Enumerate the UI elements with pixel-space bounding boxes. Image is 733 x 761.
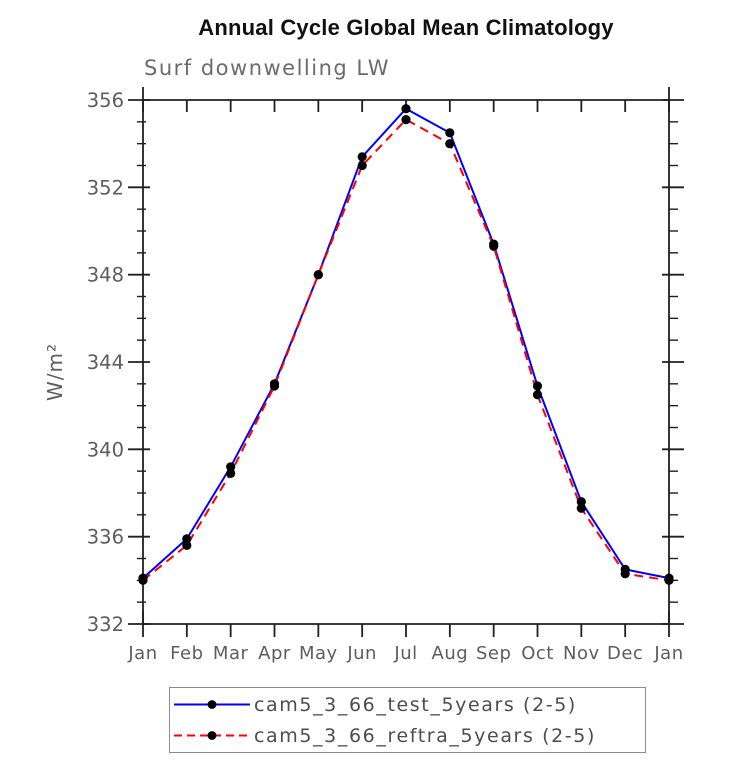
x-tick-label: May — [299, 643, 338, 664]
legend-item-reftra: cam5_3_66_reftra_5years (2-5) — [173, 720, 645, 751]
data-point-marker — [357, 152, 367, 162]
data-point-marker — [357, 160, 367, 171]
data-point-marker — [532, 381, 543, 391]
x-tick-label: Jan — [127, 643, 157, 664]
y-major-ticks — [128, 99, 684, 625]
y-axis-title: W/m² — [43, 343, 67, 401]
x-ticks — [142, 87, 670, 637]
data-point-marker — [269, 381, 280, 391]
y-tick-label: 332 — [87, 613, 124, 636]
y-minor-ticks — [137, 121, 678, 603]
legend-label-reftra: cam5_3_66_reftra_5years (2-5) — [254, 724, 596, 747]
y-tick-labels: 332 336 340 344 348 352 356 — [87, 89, 124, 636]
data-point-markers — [138, 104, 674, 585]
data-point-marker — [532, 390, 543, 400]
chart-title: Annual Cycle Global Mean Climatology — [198, 15, 614, 40]
legend-sample-marker — [207, 731, 217, 740]
x-tick-label: Aug — [432, 643, 469, 664]
data-point-marker — [576, 497, 586, 507]
data-point-marker — [182, 540, 192, 551]
legend-line-sample-dashed — [174, 731, 250, 740]
y-tick-label: 340 — [87, 438, 124, 461]
chart-subtitle: Surf downwelling LW — [144, 56, 390, 80]
data-point-marker — [445, 139, 455, 149]
data-point-marker — [313, 270, 323, 280]
legend-line-sample-solid — [174, 700, 250, 709]
legend-box: cam5_3_66_test_5years (2-5) cam5_3_66_re… — [169, 687, 646, 753]
series-line-reftra — [142, 118, 670, 582]
y-tick-label: 352 — [87, 176, 124, 199]
x-tick-label: Jul — [393, 643, 417, 664]
data-point-marker — [664, 575, 674, 585]
legend-label-test: cam5_3_66_test_5years (2-5) — [254, 693, 577, 716]
data-point-marker — [620, 569, 630, 579]
data-point-marker — [226, 462, 236, 472]
data-point-marker — [401, 104, 411, 114]
x-tick-labels: Jan Feb Mar Apr May Jun Jul Aug Sep Oct Nov Dec Jan — [127, 643, 683, 664]
x-tick-label: Oct — [521, 643, 554, 664]
data-point-marker — [401, 115, 411, 125]
legend-sample-marker — [207, 700, 217, 709]
legend-item-test: cam5_3_66_test_5years (2-5) — [173, 689, 645, 720]
x-tick-label: Jan — [653, 643, 683, 664]
data-point-marker — [226, 468, 236, 478]
axes-frame — [142, 99, 670, 625]
series-line-test — [142, 107, 670, 580]
data-point-marker — [445, 128, 455, 138]
x-tick-label: Jun — [346, 643, 377, 664]
x-tick-label: Feb — [170, 643, 203, 664]
x-tick-label: Dec — [607, 643, 643, 664]
data-point-marker — [489, 241, 499, 251]
x-tick-label: Mar — [213, 643, 249, 664]
x-tick-label: Apr — [258, 643, 291, 664]
data-point-marker — [576, 503, 586, 513]
x-tick-label: Nov — [563, 643, 600, 664]
y-tick-label: 356 — [87, 89, 124, 112]
y-tick-label: 348 — [87, 264, 124, 287]
data-point-marker — [182, 534, 192, 544]
data-point-marker — [138, 575, 148, 585]
y-tick-label: 336 — [87, 526, 124, 549]
y-tick-label: 344 — [87, 351, 124, 374]
x-tick-label: Sep — [476, 643, 511, 664]
